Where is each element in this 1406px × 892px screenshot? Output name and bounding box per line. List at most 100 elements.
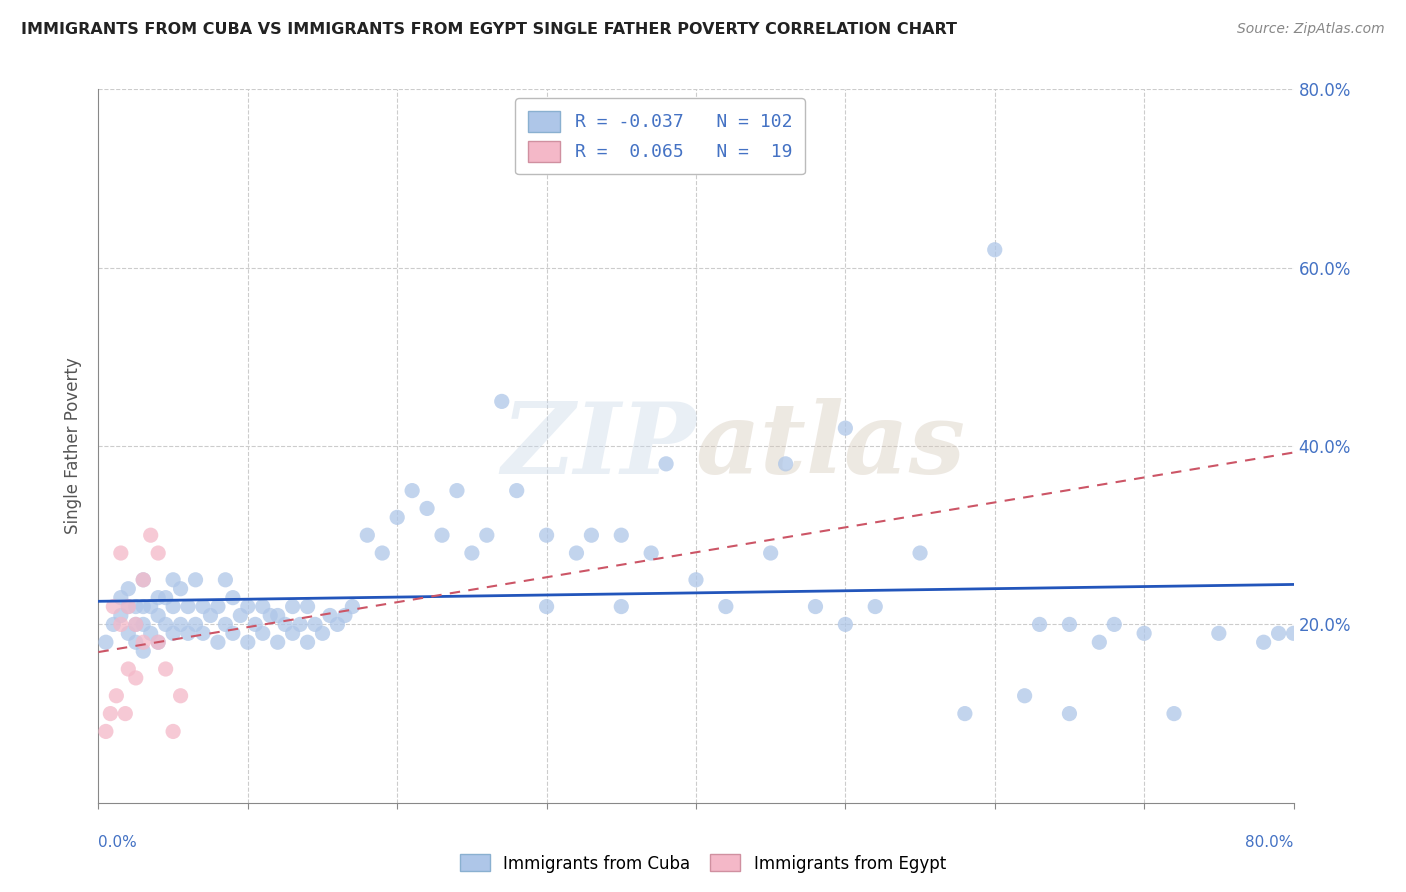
Point — [214, 573, 236, 587]
Point — [319, 608, 342, 623]
Point — [98, 706, 122, 721]
Point — [371, 546, 394, 560]
Point — [775, 457, 797, 471]
Point — [1028, 617, 1050, 632]
Point — [1014, 689, 1036, 703]
Point — [117, 582, 139, 596]
Point — [356, 528, 378, 542]
Point — [259, 608, 281, 623]
Text: atlas: atlas — [696, 398, 966, 494]
Point — [475, 528, 498, 542]
Point — [132, 573, 155, 587]
Point — [177, 599, 200, 614]
Point — [1133, 626, 1156, 640]
Point — [1059, 617, 1081, 632]
Point — [132, 599, 155, 614]
Point — [326, 617, 349, 632]
Point — [565, 546, 588, 560]
Point — [236, 599, 259, 614]
Point — [214, 617, 236, 632]
Point — [117, 599, 139, 614]
Point — [281, 599, 304, 614]
Point — [155, 617, 177, 632]
Point — [236, 635, 259, 649]
Point — [132, 617, 155, 632]
Point — [834, 421, 856, 435]
Point — [222, 591, 245, 605]
Point — [342, 599, 364, 614]
Point — [984, 243, 1007, 257]
Point — [191, 599, 214, 614]
Point — [200, 608, 222, 623]
Point — [1104, 617, 1126, 632]
Point — [110, 608, 132, 623]
Point — [125, 617, 148, 632]
Point — [581, 528, 603, 542]
Text: ZIP: ZIP — [501, 398, 696, 494]
Point — [714, 599, 737, 614]
Point — [297, 599, 319, 614]
Point — [446, 483, 468, 498]
Point — [169, 582, 191, 596]
Point — [245, 617, 267, 632]
Point — [132, 573, 155, 587]
Point — [177, 626, 200, 640]
Text: Source: ZipAtlas.com: Source: ZipAtlas.com — [1237, 22, 1385, 37]
Point — [105, 689, 128, 703]
Point — [117, 662, 139, 676]
Point — [834, 617, 856, 632]
Point — [114, 706, 136, 721]
Point — [759, 546, 782, 560]
Point — [385, 510, 409, 524]
Point — [132, 644, 155, 658]
Y-axis label: Single Father Poverty: Single Father Poverty — [65, 358, 83, 534]
Point — [804, 599, 827, 614]
Point — [125, 617, 148, 632]
Point — [304, 617, 326, 632]
Point — [288, 617, 311, 632]
Point — [655, 457, 678, 471]
Point — [162, 724, 184, 739]
Point — [169, 617, 191, 632]
Point — [491, 394, 513, 409]
Point — [125, 671, 148, 685]
Point — [148, 635, 170, 649]
Point — [252, 626, 274, 640]
Point — [148, 608, 170, 623]
Point — [148, 546, 170, 560]
Point — [461, 546, 484, 560]
Point — [536, 599, 558, 614]
Point — [1253, 635, 1275, 649]
Point — [139, 599, 162, 614]
Point — [536, 528, 558, 542]
Point — [162, 573, 184, 587]
Point — [267, 608, 290, 623]
Text: IMMIGRANTS FROM CUBA VS IMMIGRANTS FROM EGYPT SINGLE FATHER POVERTY CORRELATION : IMMIGRANTS FROM CUBA VS IMMIGRANTS FROM … — [21, 22, 957, 37]
Point — [222, 626, 245, 640]
Point — [1163, 706, 1185, 721]
Point — [281, 626, 304, 640]
Point — [416, 501, 439, 516]
Point — [103, 617, 125, 632]
Point — [162, 599, 184, 614]
Point — [640, 546, 662, 560]
Point — [94, 635, 117, 649]
Point — [1208, 626, 1230, 640]
Point — [155, 591, 177, 605]
Point — [297, 635, 319, 649]
Point — [110, 546, 132, 560]
Point — [184, 617, 207, 632]
Point — [207, 599, 229, 614]
Point — [132, 635, 155, 649]
Legend: R = -0.037   N = 102, R =  0.065   N =  19: R = -0.037 N = 102, R = 0.065 N = 19 — [515, 98, 806, 174]
Point — [1059, 706, 1081, 721]
Point — [110, 591, 132, 605]
Point — [169, 689, 191, 703]
Point — [125, 599, 148, 614]
Point — [94, 724, 117, 739]
Point — [610, 528, 633, 542]
Point — [267, 635, 290, 649]
Point — [117, 626, 139, 640]
Point — [1088, 635, 1111, 649]
Point — [148, 591, 170, 605]
